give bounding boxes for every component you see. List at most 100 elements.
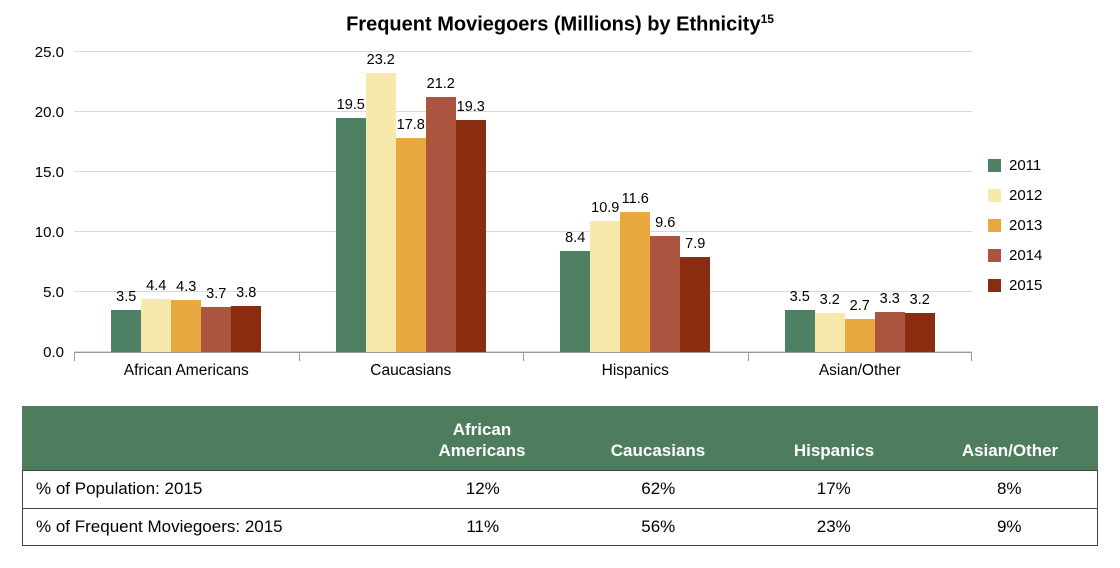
bar-value-label: 19.5 [336,96,365,113]
bar-chart: 0.0 5.0 10.0 15.0 20.0 25.0 3.5 4.4 4.3 3.7 3.8 19… [22,44,1098,380]
x-axis-tick [298,352,300,361]
y-tick-label: 25.0 [34,43,64,61]
bar-2013-hispanics: 11.6 [620,191,651,352]
table-header-caucasians: Caucasians [610,440,706,460]
gridline [74,230,972,232]
bar-2012-hispanics: 10.9 [590,200,621,352]
ethnicity-table: African Americans Caucasians Hispanics A… [22,405,1098,546]
bar-2015-hispanics: 7.9 [680,236,711,352]
x-axis-label-caucasians: Caucasians [370,361,452,379]
bar-2013-caucasians: 17.8 [395,117,426,352]
x-axis-label-asian-other: Asian/Other [818,361,901,379]
bar-2011-african-americans: 3.5 [111,289,142,352]
bar-group-hispanics: 8.4 10.9 11.6 9.6 7.9 [523,53,748,352]
legend-swatch-icon [988,159,1001,173]
bar-2014-asian-other: 3.3 [874,291,905,352]
bar-value-label: 23.2 [366,52,395,69]
bar-group-asian-other: 3.5 3.2 2.7 3.3 3.2 [748,53,973,352]
bar-2015-caucasians: 19.3 [455,99,486,352]
bar-2015-asian-other: 3.2 [904,292,935,352]
gridline [74,350,972,352]
plot-column: 3.5 4.4 4.3 3.7 3.8 19.5 23.2 17.8 21.2 19.3 8.4 10… [74,50,973,380]
table-header-asian-other: Asian/Other [961,440,1059,460]
legend-label: 2012 [1009,187,1043,205]
bar-value-label: 4.4 [146,277,167,294]
y-tick-label: 15.0 [34,163,64,181]
table-header-african-americans: African Americans [438,419,526,460]
legend-label: 2013 [1009,217,1043,235]
legend-label: 2015 [1009,277,1043,295]
bar-value-label: 3.7 [206,286,227,303]
table-cell: 9% [996,516,1022,536]
table-cell: 23% [816,516,851,536]
table-header-row: African Americans Caucasians Hispanics A… [22,405,1098,470]
bar-value-label: 4.3 [176,279,197,296]
row-label: % of Frequent Moviegoers: 2015 [36,516,283,536]
y-tick-label: 20.0 [34,103,64,121]
gridline [74,50,972,52]
x-axis-tick [74,352,75,361]
chart-title-footnote-ref: 15 [760,12,774,26]
legend-item-2011: 2011 [988,157,1098,174]
gridline [74,110,972,112]
bar-2011-hispanics: 8.4 [560,230,591,352]
table-body: % of Population: 2015 12% 62% 17% 8% % o… [22,469,1098,546]
legend-swatch-icon [988,279,1001,293]
bar-group-caucasians: 19.5 23.2 17.8 21.2 19.3 [299,52,524,352]
bar-value-label: 19.3 [456,99,485,116]
table-cell: 17% [816,479,851,499]
table-cell: 8% [996,479,1022,499]
bar-value-label: 11.6 [621,191,649,208]
table-cell: 56% [641,516,676,536]
plot-area: 3.5 4.4 4.3 3.7 3.8 19.5 23.2 17.8 21.2 19.3 8.4 10… [74,50,973,353]
bar-value-label: 3.5 [116,288,137,305]
table-row-population: % of Population: 2015 12% 62% 17% 8% [23,470,1097,508]
bar-value-label: 9.6 [655,215,676,232]
table-cell: 11% [466,516,500,536]
y-tick-label: 5.0 [43,283,64,301]
y-axis: 0.0 5.0 10.0 15.0 20.0 25.0 [22,44,74,361]
bar-value-label: 17.8 [396,117,425,134]
x-axis-tick [747,352,749,361]
bar-2014-caucasians: 21.2 [425,76,456,352]
table-cell: 12% [465,479,500,499]
bar-2011-caucasians: 19.5 [335,97,366,352]
x-axis-tick [971,352,972,361]
chart-title: Frequent Moviegoers (Millions) by Ethnic… [22,12,1098,37]
gridline [74,170,972,172]
bar-2013-african-americans: 4.3 [171,279,202,352]
legend-swatch-icon [988,219,1001,233]
row-label: % of Population: 2015 [36,479,203,499]
legend-item-2012: 2012 [988,187,1098,204]
legend-label: 2011 [1009,157,1042,175]
bar-value-label: 10.9 [591,199,620,216]
bar-value-label: 21.2 [426,76,455,93]
x-axis-label-african-americans: African Americans [123,361,249,379]
y-tick-label: 10.0 [34,223,64,241]
y-tick-label: 0.0 [43,343,64,361]
bar-value-label: 3.5 [789,288,810,305]
legend-item-2014: 2014 [988,247,1098,264]
table-header-hispanics: Hispanics [793,440,875,460]
x-axis-tick [523,352,524,361]
legend-label: 2014 [1009,247,1043,265]
legend-swatch-icon [988,189,1001,203]
bar-2014-african-americans: 3.7 [201,286,232,352]
bar-value-label: 3.3 [879,291,900,308]
legend-swatch-icon [988,249,1001,263]
bar-value-label: 7.9 [685,235,706,252]
bar-2014-hispanics: 9.6 [650,215,681,352]
bar-2011-asian-other: 3.5 [784,289,815,352]
legend-item-2015: 2015 [988,277,1098,294]
bar-value-label: 3.2 [909,292,930,309]
gridline [74,290,972,292]
bar-value-label: 3.2 [819,292,840,309]
bar-group-african-americans: 3.5 4.4 4.3 3.7 3.8 [74,53,299,352]
chart-title-text: Frequent Moviegoers (Millions) by Ethnic… [346,13,761,36]
table-cell: 62% [641,479,676,499]
bar-2012-asian-other: 3.2 [814,292,845,352]
bar-2015-african-americans: 3.8 [231,285,262,352]
bar-value-label: 8.4 [565,229,586,246]
table-row-frequent-moviegoers: % of Frequent Moviegoers: 2015 11% 56% 2… [23,507,1097,545]
